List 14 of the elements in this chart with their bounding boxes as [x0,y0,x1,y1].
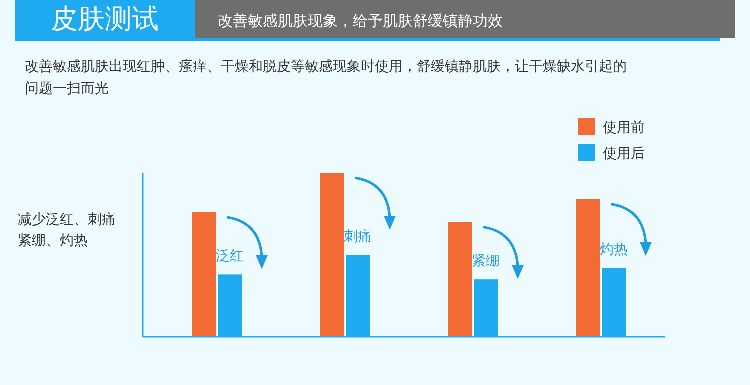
y-axis-title: 减少泛红、刺痛紧绷、灼热 [18,212,116,249]
bar [320,173,344,337]
legend-label: 使用后 [603,146,645,162]
bar [576,199,600,337]
x-tick-label: 泛红 [216,248,244,265]
text: 改善敏感肌肤出现红肿、瘙痒、干燥和脱皮等敏感现象时使用，舒缓镇静肌肤，让干燥缺水引起的问题一扫而光 [25,58,627,97]
legend-label: 使用前 [603,120,645,136]
bar [448,222,472,337]
x-tick-label: 灼热 [600,242,628,258]
chart-title: 皮肤测试 [51,4,159,35]
chart-subtitle: 改善敏感肌肤现象，给予肌肤舒缓镇静功效 [218,12,503,30]
x-tick-label: 刺痛 [344,229,372,245]
x-tick-label: 紧绷 [472,254,500,270]
bar [192,212,216,337]
